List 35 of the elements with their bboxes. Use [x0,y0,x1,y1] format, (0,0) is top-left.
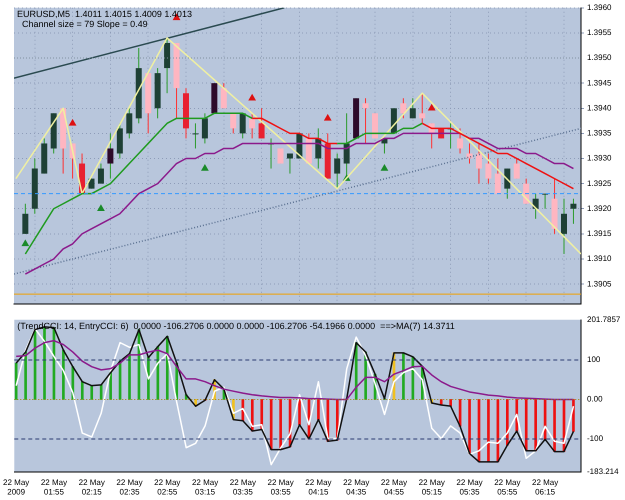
x-tick-label: 22 May 04:55 [380,478,408,496]
x-tick-label: 22 May 03:15 [192,478,218,496]
y-tick-label: 1.3935 [587,128,612,138]
x-tick-label: 22 May 04:35 [343,478,370,496]
y-tick-label: 201.7857 [587,315,621,324]
y-tick-label: 0.00 [587,394,604,404]
y-tick-label: -183.214 [587,467,620,476]
x-tick-label: 22 May 05:35 [456,478,483,496]
x-tick-label: 22 May 06:15 [532,478,558,496]
x-tick-label: 22 May 01:55 [40,478,68,496]
x-tick-label: 22 May 02:15 [78,478,105,496]
x-tick-label: 22 May 04:15 [305,478,332,496]
y-tick-label: 1.3925 [587,178,612,188]
x-tick-label: 22 May 02:35 [116,478,143,496]
x-tick-label: 22 May 05:15 [418,478,445,496]
y-tick-label: 1.3960 [587,3,612,12]
x-tick-label: 22 May 2009 [3,478,30,496]
x-tick-label: 22 May 03:35 [230,478,256,496]
x-tick-label: 22 May 02:55 [154,478,180,496]
y-tick-label: 100 [587,355,601,364]
chart-title: (TrendCCI: 14, EntryCCI: 6) 0.0000 -106.2706 0.0000 0.0000 -106.2706 -54.1966 0.0000 ==>MA(7) 14.3711 [17,320,455,331]
y-tick-label: 1.3950 [587,53,612,62]
x-tick-label: 22 May 05:55 [494,478,520,496]
x-tick-label: 22 May 03:55 [268,478,294,496]
y-tick-label: 1.3940 [587,103,612,112]
y-tick-label: 1.3945 [587,78,612,88]
y-tick-label: 1.3915 [587,229,612,238]
annotation: Channel size = 79 Slope = 0.49 [22,18,148,29]
y-tick-label: 1.3905 [587,279,612,288]
y-tick-label: 1.3910 [587,254,612,264]
y-tick-label: 1.3955 [587,28,612,38]
y-tick-label: -100 [587,434,604,444]
y-tick-label: 1.3930 [587,154,612,163]
y-tick-label: 1.3920 [587,204,612,213]
chart-title: EURUSD,M5 1.4011 1.4015 1.4009 1.4013 [17,8,192,19]
